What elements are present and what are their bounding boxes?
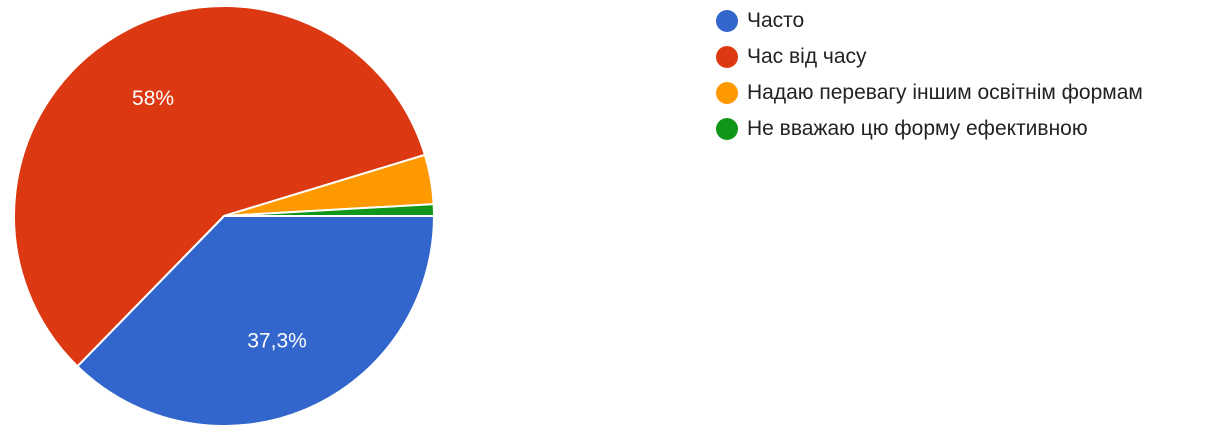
slice-chas-vid-chasu[interactable] — [13, 5, 427, 368]
legend-label: Надаю перевагу іншим освітнім формам — [747, 81, 1143, 104]
legend-label: Не вважаю цю форму ефективною — [747, 117, 1088, 140]
pie-slices — [13, 5, 436, 425]
legend-item-chas-vid-chasu[interactable]: Час від часу — [716, 42, 1196, 72]
pie-chart: 37,3% 58% — [13, 5, 436, 425]
chart-legend: Часто Час від часу Надаю перевагу іншим … — [716, 6, 1196, 150]
legend-marker-icon — [716, 118, 738, 140]
legend-label: Часто — [747, 9, 805, 32]
legend-marker-icon — [716, 82, 738, 104]
legend-item-chasto[interactable]: Часто — [716, 6, 1196, 36]
legend-item-inshi-formy[interactable]: Надаю перевагу іншим освітнім формам — [716, 78, 1196, 108]
slice-data-label: 58% — [132, 87, 174, 110]
legend-marker-icon — [716, 10, 738, 32]
pie-data-labels: 37,3% 58% — [132, 87, 307, 352]
slice-data-label: 37,3% — [247, 329, 307, 352]
legend-item-ne-efektyvna[interactable]: Не вважаю цю форму ефективною — [716, 114, 1196, 144]
slice-chasto[interactable] — [75, 215, 436, 425]
legend-label: Час від часу — [747, 45, 867, 68]
legend-marker-icon — [716, 46, 738, 68]
slice-ne-efektyvna[interactable] — [223, 203, 436, 217]
